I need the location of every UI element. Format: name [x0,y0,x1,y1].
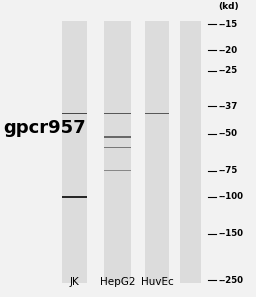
Bar [62,21,87,283]
Text: gpcr957: gpcr957 [3,119,86,137]
Bar [104,170,131,171]
Text: --50: --50 [218,129,237,138]
Text: --15: --15 [218,20,238,29]
Bar [104,21,131,283]
Text: --20: --20 [218,46,238,55]
Bar [104,113,131,114]
Text: --75: --75 [218,166,238,175]
Bar [179,21,201,283]
Bar [145,21,169,283]
Text: --100: --100 [218,192,243,201]
Bar [62,113,87,114]
Text: HuvEc: HuvEc [141,277,174,287]
Text: HepG2: HepG2 [100,277,136,287]
Text: (kd): (kd) [218,2,239,11]
Text: JK: JK [70,277,79,287]
Text: --150: --150 [218,229,243,238]
Bar [62,196,87,198]
Bar [104,146,131,148]
Bar [104,136,131,138]
Text: --250: --250 [218,276,243,285]
Text: --25: --25 [218,66,238,75]
Text: --37: --37 [218,102,238,111]
Bar [145,113,169,114]
